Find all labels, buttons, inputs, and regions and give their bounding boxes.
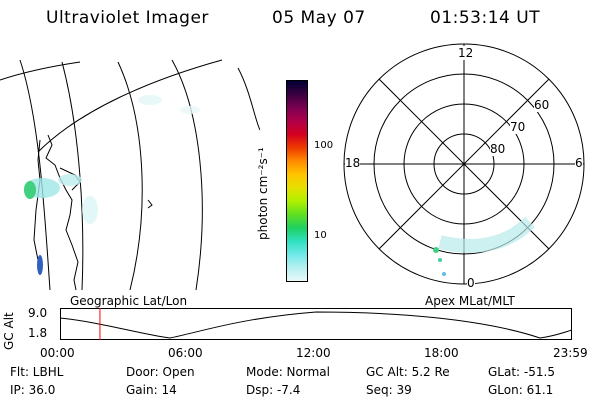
altitude-tick-1-8: 1.8: [28, 326, 48, 340]
altitude-plot: [60, 308, 572, 340]
info-ip: IP: 36.0: [10, 383, 56, 397]
mlt-label-0: 0: [467, 276, 475, 290]
right-projection-label: Apex MLat/MLT: [425, 294, 515, 308]
altitude-tick-9: 9.0: [28, 306, 48, 320]
map-grid-line: [171, 59, 203, 290]
time-tick-2359: 23:59: [553, 346, 588, 360]
colorbar-tick-10: 10: [314, 230, 327, 241]
info-filter: Flt: LBHL: [10, 365, 64, 379]
info-dsp: Dsp: -7.4: [246, 383, 301, 397]
map-grid-line: [19, 59, 51, 290]
info-mode: Mode: Normal: [246, 365, 330, 379]
polar-plot: [343, 43, 585, 285]
time-tick-1200: 12:00: [296, 346, 331, 360]
colorbar: [286, 80, 308, 282]
instrument-title: Ultraviolet Imager: [46, 8, 209, 28]
colorbar-unit-label: photon cm⁻²s⁻¹: [256, 147, 270, 240]
info-glat: GLat: -51.5: [488, 365, 555, 379]
info-door: Door: Open: [126, 365, 195, 379]
info-glon: GLon: 61.1: [488, 383, 554, 397]
time-tick-0000: 00:00: [40, 346, 75, 360]
time-tick-1800: 18:00: [424, 346, 459, 360]
geographic-map: [0, 59, 260, 290]
info-gain: Gain: 14: [126, 383, 177, 397]
time-tick-0600: 06:00: [168, 346, 203, 360]
colorbar-tick-100: 100: [314, 140, 334, 151]
map-grid-line: [237, 67, 260, 131]
mlt-label-12: 12: [458, 46, 474, 60]
map-grid-line: [61, 61, 84, 290]
mlt-label-6: 6: [575, 156, 583, 170]
map-grid-line: [37, 59, 223, 153]
coastline: [45, 134, 79, 290]
observation-date: 05 May 07: [272, 8, 366, 28]
info-gc-alt: GC Alt: 5.2 Re: [366, 365, 450, 379]
observation-time: 01:53:14 UT: [430, 8, 541, 28]
coastline: [147, 199, 153, 209]
map-grid-line: [117, 61, 143, 290]
mlt-label-18: 18: [345, 156, 361, 170]
altitude-axis-label: GC Alt: [2, 312, 16, 350]
left-projection-label: Geographic Lat/Lon: [70, 294, 188, 308]
lat-label-70: 70: [510, 120, 526, 134]
lat-label-80: 80: [490, 142, 506, 156]
map-grid-line: [0, 61, 81, 81]
lat-label-60: 60: [534, 98, 550, 112]
info-seq: Seq: 39: [366, 383, 412, 397]
